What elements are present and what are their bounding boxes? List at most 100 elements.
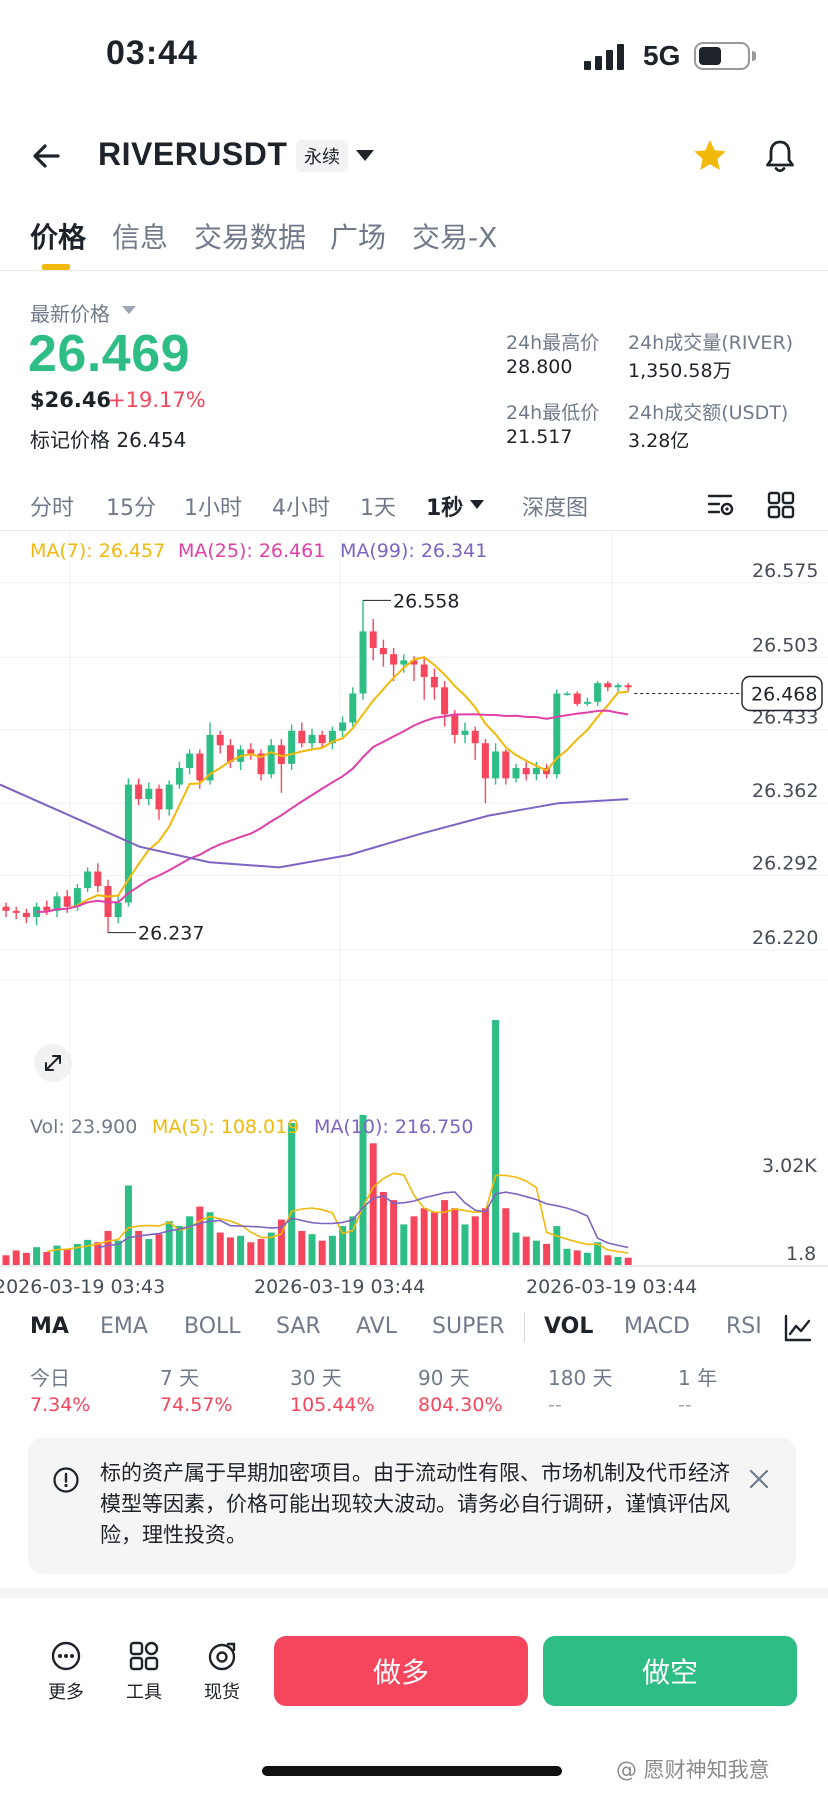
tabs-divider	[0, 270, 828, 271]
candle-body	[73, 888, 81, 907]
volume-axis-tick: 1.8	[786, 1243, 816, 1265]
vol-ma10-line	[97, 1191, 629, 1249]
tools-icon	[129, 1641, 159, 1671]
candle-body	[63, 896, 71, 907]
period-label-30d: 30 天	[290, 1366, 342, 1390]
interval-15m[interactable]: 15分	[106, 496, 156, 521]
candle-body	[390, 654, 398, 665]
alert-button[interactable]	[760, 136, 800, 176]
indicator-rsi[interactable]: RSI	[726, 1314, 762, 1339]
price-axis-tick: 26.575	[752, 560, 818, 582]
info-icon	[52, 1466, 80, 1498]
volume-bar	[186, 1216, 194, 1265]
candle-body	[522, 768, 530, 775]
indicator-ema[interactable]: EMA	[100, 1314, 148, 1339]
volume-bar	[522, 1236, 530, 1265]
star-icon	[694, 140, 726, 170]
tab-square[interactable]: 广场	[330, 221, 387, 254]
indicator-vol[interactable]: VOL	[544, 1314, 594, 1339]
interval-4h[interactable]: 4小时	[272, 496, 330, 521]
favorite-button[interactable]	[690, 136, 730, 176]
interval-1s[interactable]: 1秒	[426, 496, 464, 521]
home-indicator[interactable]	[262, 1766, 562, 1776]
kline-chart[interactable]: 26.575 26.503 26.433 26.362 26.292 26.220 3.02…	[0, 530, 828, 1300]
chart-settings-button[interactable]	[706, 490, 736, 524]
volume-bar	[328, 1235, 336, 1265]
volume-bar	[196, 1206, 204, 1265]
more-button[interactable]: 更多	[36, 1640, 96, 1704]
candle-body	[94, 871, 102, 886]
signal-icon	[584, 44, 624, 70]
grid-layout-icon	[767, 491, 795, 519]
volume-base-value: 1,350.58万	[628, 360, 732, 382]
candle-body	[114, 902, 122, 918]
tab-trading-data[interactable]: 交易数据	[194, 221, 307, 254]
short-button[interactable]: 做空	[543, 1636, 797, 1706]
indicator-sar[interactable]: SAR	[276, 1314, 321, 1339]
period-value-today: 7.34%	[30, 1394, 91, 1416]
last-price: 26.469	[28, 325, 191, 383]
indicator-macd[interactable]: MACD	[624, 1314, 690, 1339]
ma7-legend: MA(7): 26.457	[30, 540, 166, 562]
indicator-ma[interactable]: MA	[30, 1314, 69, 1339]
candle-body	[226, 745, 234, 762]
indicator-settings-button[interactable]	[778, 1308, 828, 1348]
interval-1h[interactable]: 1小时	[184, 496, 242, 521]
vol-legend: Vol: 23.900	[30, 1116, 138, 1138]
notice-close-button[interactable]	[746, 1466, 772, 1496]
candle-body	[471, 730, 479, 744]
candle-body	[124, 784, 132, 903]
long-button[interactable]: 做多	[274, 1636, 528, 1706]
volume-bar	[543, 1243, 551, 1265]
ma25-line	[36, 709, 629, 913]
candle-body	[512, 768, 520, 779]
tab-trade-x[interactable]: 交易-X	[412, 221, 498, 254]
candle-body	[84, 871, 92, 889]
candle-body	[175, 768, 183, 785]
symbol-title[interactable]: RIVERUSDT	[98, 136, 288, 172]
caret-down-icon[interactable]	[470, 500, 484, 509]
spot-button[interactable]: 现货	[192, 1640, 252, 1704]
volume-bar	[73, 1243, 81, 1265]
candle-body	[216, 734, 224, 746]
time-axis-label: 2026-03-19 03:44	[526, 1276, 697, 1298]
low-value: 21.517	[506, 426, 573, 448]
tab-info[interactable]: 信息	[112, 221, 169, 254]
indicator-separator	[524, 1312, 525, 1342]
volume-bar	[43, 1252, 51, 1265]
caret-down-icon[interactable]	[356, 150, 374, 161]
risk-notice-text: 标的资产属于早期加密项目。由于流动性有限、市场机制及代币经济模型等因素，价格可能…	[100, 1461, 730, 1547]
candle-body	[369, 631, 377, 648]
volume-bar	[532, 1240, 540, 1265]
tab-price[interactable]: 价格	[30, 221, 87, 254]
volume-bar	[237, 1235, 245, 1265]
candle-body	[594, 683, 602, 702]
tools-button[interactable]: 工具	[114, 1640, 174, 1704]
interval-timeline[interactable]: 分时	[30, 496, 75, 521]
last-price-label[interactable]: 最新价格	[30, 302, 110, 326]
interval-depth[interactable]: 深度图	[522, 496, 589, 521]
volume-bar	[410, 1216, 418, 1265]
volume-bar	[369, 1143, 377, 1265]
ma5-legend: MA(5): 108.019	[152, 1116, 300, 1138]
back-button[interactable]	[28, 136, 68, 176]
volume-bar	[604, 1255, 612, 1265]
volume-bar	[461, 1224, 469, 1265]
more-label: 更多	[48, 1682, 84, 1703]
indicator-avl[interactable]: AVL	[356, 1314, 397, 1339]
indicator-super[interactable]: SUPER	[432, 1314, 505, 1339]
candle-body	[308, 734, 316, 744]
candle-body	[298, 730, 306, 744]
candle-body	[502, 751, 510, 779]
interval-1d[interactable]: 1天	[360, 496, 396, 521]
status-time: 03:44	[106, 34, 198, 72]
volume-bar	[583, 1252, 591, 1265]
indicator-boll[interactable]: BOLL	[184, 1314, 241, 1339]
layout-button[interactable]	[766, 490, 796, 524]
caret-down-icon[interactable]	[122, 306, 136, 314]
volume-bar	[563, 1248, 571, 1265]
expand-chart-button[interactable]	[34, 1044, 72, 1082]
volume-bar	[481, 1208, 489, 1265]
bell-icon	[766, 140, 794, 173]
period-label-180d: 180 天	[548, 1366, 613, 1390]
